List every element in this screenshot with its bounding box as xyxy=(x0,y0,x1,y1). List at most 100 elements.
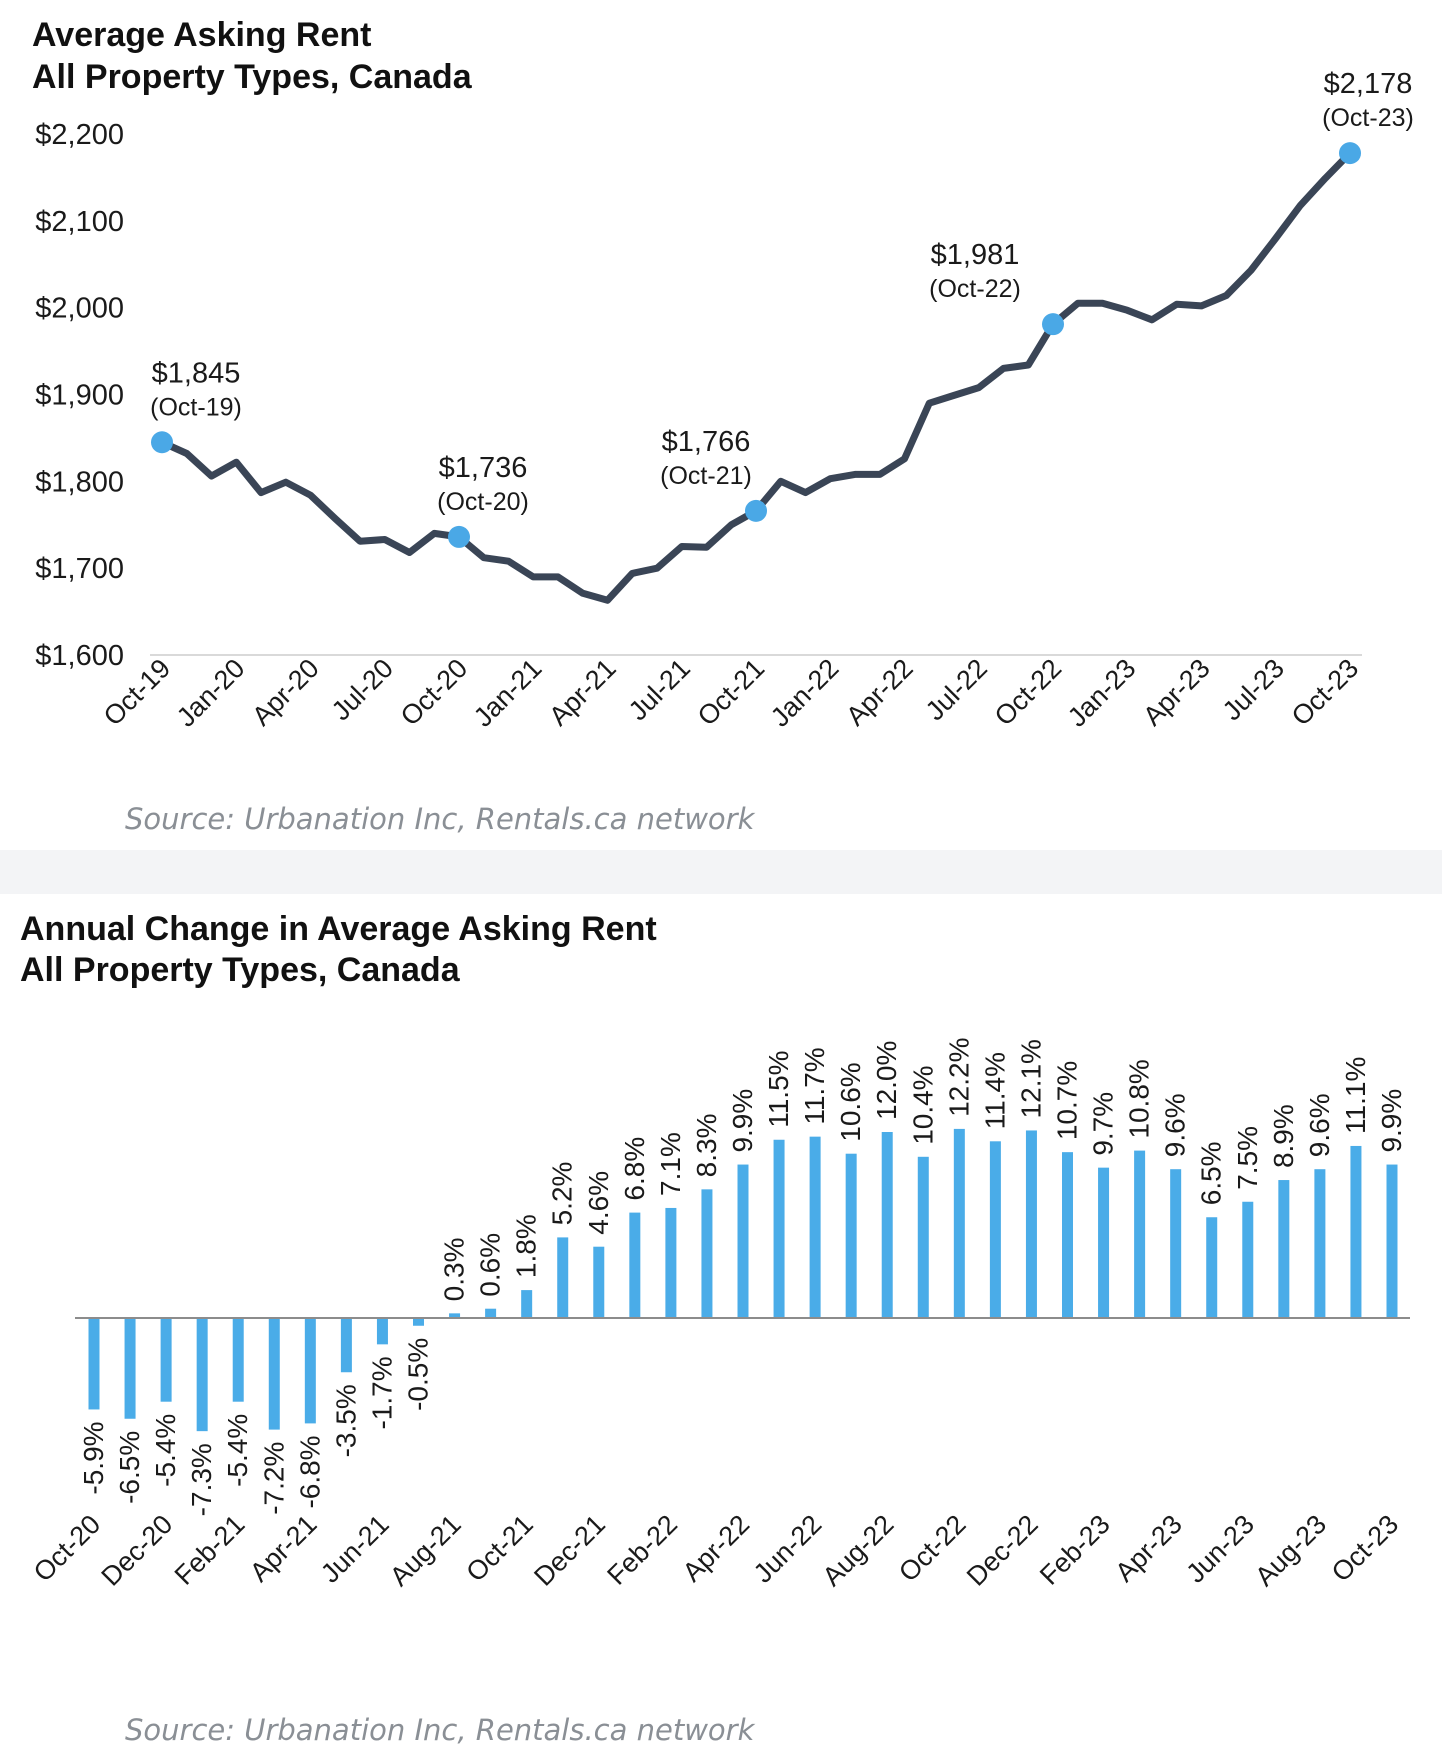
bar-chart-subtitle: All Property Types, Canada xyxy=(20,951,461,989)
annual-change-bar xyxy=(1206,1217,1218,1318)
bar-x-tick-label: Feb-22 xyxy=(601,1509,683,1591)
bar-x-tick-label: Feb-23 xyxy=(1034,1509,1116,1591)
bar-data-label: 10.7% xyxy=(1052,1061,1083,1140)
annual-change-bar xyxy=(1386,1164,1398,1318)
rent-line-chart: Average Asking Rent All Property Types, … xyxy=(32,16,1414,836)
annual-change-bar xyxy=(593,1246,605,1318)
line-x-tick-label: Jul-21 xyxy=(623,653,696,726)
line-x-tick-label: Jan-22 xyxy=(765,653,845,733)
line-annotation-value: $1,736 xyxy=(439,452,528,484)
bar-data-label: 0.3% xyxy=(439,1238,470,1302)
annual-change-bar xyxy=(124,1318,136,1419)
line-annotation-date: (Oct-23) xyxy=(1322,104,1414,132)
line-x-tick-label: Jul-23 xyxy=(1217,653,1290,726)
bar-x-tick-label: Jun-21 xyxy=(315,1509,395,1589)
panel-separator xyxy=(0,850,1442,894)
line-x-tick-label: Jan-21 xyxy=(468,653,548,733)
line-annotation-date: (Oct-19) xyxy=(150,393,242,421)
bar-x-tick-label: Jun-22 xyxy=(748,1509,828,1589)
bar-series xyxy=(88,1128,1398,1432)
line-annotation-value: $1,981 xyxy=(931,239,1020,271)
bar-x-tick-label: Oct-21 xyxy=(460,1509,539,1588)
annual-change-bar-chart-panel: Annual Change in Average Asking Rent All… xyxy=(0,894,1442,1755)
bar-data-label: -5.4% xyxy=(222,1414,253,1487)
bar-chart-title: Annual Change in Average Asking Rent xyxy=(20,910,657,948)
bar-data-label: -5.4% xyxy=(150,1414,181,1487)
bar-data-label: 11.5% xyxy=(763,1050,794,1127)
line-x-tick-label: Oct-23 xyxy=(1286,653,1365,732)
line-x-tick-label: Jul-22 xyxy=(920,653,993,726)
annual-change-bar xyxy=(629,1212,641,1318)
line-x-tick-label: Apr-22 xyxy=(840,653,919,732)
line-x-tick-label: Oct-21 xyxy=(692,653,771,732)
bar-x-tick-label: Dec-22 xyxy=(961,1509,1044,1592)
line-annotation-value: $1,766 xyxy=(662,426,751,458)
line-annotation-value: $1,845 xyxy=(152,357,241,389)
bar-chart-source: Source: Urbanation Inc, Rentals.ca netwo… xyxy=(125,1713,756,1747)
bar-data-label: 7.5% xyxy=(1232,1126,1263,1190)
bar-x-tick-label: Oct-22 xyxy=(893,1509,972,1588)
bar-data-label: 4.6% xyxy=(583,1171,614,1235)
annual-change-bar xyxy=(665,1207,677,1318)
bar-x-tick-label: Apr-22 xyxy=(677,1509,756,1588)
bar-data-label: 12.0% xyxy=(871,1041,902,1120)
line-x-tick-label: Oct-22 xyxy=(989,653,1068,732)
annual-change-bar xyxy=(376,1318,388,1345)
annual-change-bar-chart: Annual Change in Average Asking Rent All… xyxy=(20,910,1410,1747)
line-chart-subtitle: All Property Types, Canada xyxy=(32,58,473,96)
annual-change-bar xyxy=(845,1153,857,1318)
annual-change-bar xyxy=(917,1156,929,1318)
line-x-tick-label: Oct-20 xyxy=(395,653,474,732)
annual-change-bar xyxy=(1025,1130,1037,1318)
bar-x-tick-label: Apr-21 xyxy=(244,1509,323,1588)
bar-data-label: 6.8% xyxy=(619,1137,650,1201)
bar-data-label: 10.6% xyxy=(835,1062,866,1141)
annual-change-bar xyxy=(268,1318,280,1430)
annual-change-bar xyxy=(196,1318,208,1432)
bar-data-label: -0.5% xyxy=(403,1338,434,1411)
annual-change-bar xyxy=(989,1141,1001,1318)
annual-change-bar xyxy=(485,1308,497,1318)
bar-data-label: 12.1% xyxy=(1015,1039,1046,1118)
bar-data-label: 5.2% xyxy=(547,1162,578,1226)
bar-data-label: 9.6% xyxy=(1304,1093,1335,1157)
bar-x-tick-label: Apr-23 xyxy=(1109,1509,1188,1588)
bar-data-label: 1.8% xyxy=(511,1214,542,1278)
annual-change-bar xyxy=(737,1164,749,1318)
bar-x-tick-label: Aug-22 xyxy=(817,1509,900,1592)
annual-change-bar xyxy=(1314,1169,1326,1318)
annual-change-bar xyxy=(701,1189,713,1318)
bar-data-label: -6.8% xyxy=(294,1435,325,1508)
line-annotation-date: (Oct-20) xyxy=(437,488,529,516)
bar-x-tick-label: Jun-23 xyxy=(1180,1509,1260,1589)
line-y-tick-label: $2,100 xyxy=(35,206,124,238)
bar-data-labels: -5.9% -6.5% -5.4% -7.3% -5.4% -7.2% -6.8%-3.5%… xyxy=(78,1037,1407,1516)
bar-x-axis: Oct-20Dec-20Feb-21Apr-21Jun-21Aug-21Oct-… xyxy=(28,1509,1405,1592)
annual-change-bar xyxy=(232,1318,244,1402)
line-annotation-marker xyxy=(1339,142,1361,165)
annual-change-bar xyxy=(413,1318,424,1326)
line-y-tick-label: $1,600 xyxy=(35,640,124,672)
bar-x-tick-label: Dec-21 xyxy=(528,1509,611,1592)
rent-line-chart-panel: Average Asking Rent All Property Types, … xyxy=(0,0,1442,850)
annual-change-bar xyxy=(304,1318,316,1424)
annual-change-bar xyxy=(881,1132,893,1318)
line-y-axis: $1,600 $1,700 $1,800 $1,900 $2,000 $2,100 $2,2… xyxy=(35,119,124,672)
line-x-tick-label: Apr-21 xyxy=(543,653,622,732)
line-x-tick-label: Apr-23 xyxy=(1137,653,1216,732)
bar-data-label: 10.4% xyxy=(907,1065,938,1144)
annual-change-bar xyxy=(449,1313,461,1318)
line-y-tick-label: $1,900 xyxy=(35,380,124,412)
line-annotation-marker xyxy=(151,431,173,454)
bar-data-label: 10.8% xyxy=(1124,1059,1155,1138)
bar-data-label: 9.9% xyxy=(1376,1089,1407,1153)
bar-data-label: 11.4% xyxy=(979,1052,1010,1129)
line-y-tick-label: $2,000 xyxy=(35,293,124,325)
line-annotations: $1,845 (Oct-19) $1,736 (Oct-20) $1,766 (Oct-2… xyxy=(150,68,1414,548)
bar-data-label: 8.9% xyxy=(1268,1104,1299,1168)
bar-x-tick-label: Aug-21 xyxy=(384,1509,467,1592)
line-x-tick-label: Apr-20 xyxy=(246,653,325,732)
line-annotation-value: $2,178 xyxy=(1324,68,1413,100)
line-x-tick-label: Jan-20 xyxy=(171,653,251,733)
